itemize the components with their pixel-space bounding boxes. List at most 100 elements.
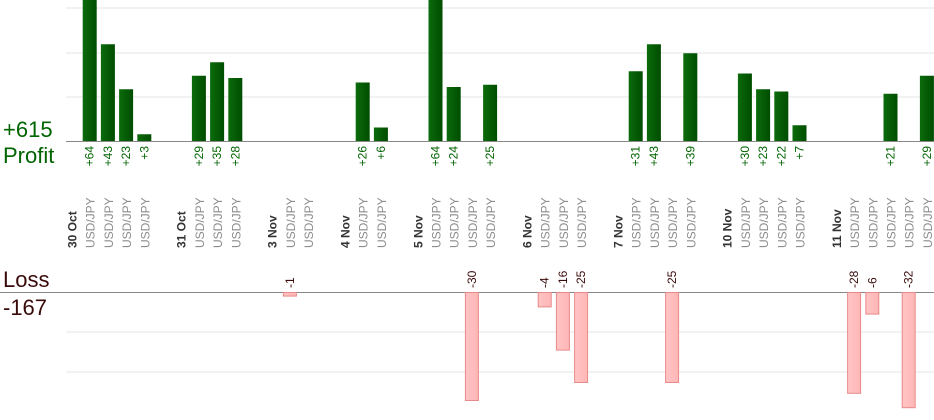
loss-bar: [282, 292, 297, 297]
profit-value-label: +64: [429, 146, 443, 167]
loss-value-label: -1: [283, 277, 297, 288]
profit-value-label: +23: [756, 146, 770, 167]
profit-value-label: +3: [137, 146, 151, 160]
symbol-label: USD/JPY: [757, 197, 771, 248]
loss-bar: [665, 292, 680, 383]
loss-total: -167: [3, 295, 48, 320]
profit-value-label: +26: [356, 146, 370, 167]
profit-bar: [792, 125, 807, 141]
symbol-label: USD/JPY: [794, 197, 808, 248]
symbol-label: USD/JPY: [648, 197, 662, 248]
profit-bar: [737, 73, 752, 141]
profit-bar: [883, 93, 898, 141]
loss-bar: [865, 292, 880, 315]
profit-bar: [483, 84, 498, 141]
profit-bar: [919, 75, 934, 141]
profit-label: Profit: [3, 143, 55, 168]
profit-bar: [446, 87, 461, 141]
profit-bar: [82, 0, 97, 141]
loss-value-label: -4: [538, 277, 552, 288]
date-label: 6 Nov: [521, 215, 535, 248]
profit-value-label: +21: [884, 146, 898, 167]
symbol-label: USD/JPY: [302, 197, 316, 248]
date-label: 30 Oct: [66, 211, 80, 248]
date-label: 31 Oct: [175, 211, 189, 248]
profit-bar: [756, 89, 771, 141]
profit-bar: [191, 75, 206, 141]
symbol-label: USD/JPY: [775, 197, 789, 248]
profit-bar: [628, 71, 643, 141]
profit-bar: [210, 62, 225, 141]
profit-bar: [373, 127, 388, 141]
profit-value-label: +28: [228, 146, 242, 167]
symbol-label: USD/JPY: [430, 197, 444, 248]
symbol-label: USD/JPY: [903, 197, 917, 248]
loss-bar: [901, 292, 916, 409]
profit-value-label: +43: [647, 146, 661, 167]
profit-value-label: +30: [738, 146, 752, 167]
symbol-label: USD/JPY: [848, 197, 862, 248]
symbol-label: USD/JPY: [138, 197, 152, 248]
symbol-label: USD/JPY: [375, 197, 389, 248]
loss-value-label: -25: [574, 270, 588, 288]
loss-bar: [537, 292, 552, 308]
loss-value-label: -28: [847, 270, 861, 288]
profit-bar: [774, 91, 789, 141]
loss-bar: [574, 292, 589, 383]
symbol-label: USD/JPY: [575, 197, 589, 248]
loss-bar: [555, 292, 570, 351]
profit-bar: [683, 53, 698, 141]
profit-value-label: +31: [629, 146, 643, 167]
loss-value-label: -30: [465, 270, 479, 288]
symbol-label: USD/JPY: [211, 197, 225, 248]
profit-value-label: +7: [793, 146, 807, 160]
symbol-label: USD/JPY: [666, 197, 680, 248]
profit-value-label: +22: [774, 146, 788, 167]
date-label: 7 Nov: [612, 215, 626, 248]
date-label: 11 Nov: [830, 209, 844, 248]
symbol-label: USD/JPY: [193, 197, 207, 248]
profit-total: +615: [3, 117, 53, 142]
loss-bar: [847, 292, 862, 394]
profit-value-label: +23: [119, 146, 133, 167]
symbol-label: USD/JPY: [229, 197, 243, 248]
date-label: 10 Nov: [721, 208, 735, 248]
profit-value-label: +25: [483, 146, 497, 167]
symbol-label: USD/JPY: [630, 197, 644, 248]
profit-value-label: +29: [192, 146, 206, 167]
profit-bar: [100, 44, 115, 141]
profit-bar: [428, 0, 443, 141]
symbol-label: USD/JPY: [357, 197, 371, 248]
profit-value-label: +35: [210, 146, 224, 167]
symbol-label: USD/JPY: [885, 197, 899, 248]
profit-bar: [355, 82, 370, 141]
loss-value-label: -25: [665, 270, 679, 288]
date-label: 3 Nov: [266, 215, 280, 248]
profit-value-label: +64: [83, 146, 97, 167]
profit-bar: [119, 89, 134, 141]
symbol-label: USD/JPY: [466, 197, 480, 248]
symbol-label: USD/JPY: [84, 197, 98, 248]
symbol-label: USD/JPY: [484, 197, 498, 248]
symbol-label: USD/JPY: [120, 197, 134, 248]
profit-value-label: +6: [374, 146, 388, 160]
symbol-label: USD/JPY: [739, 197, 753, 248]
loss-value-label: -16: [556, 270, 570, 288]
profit-value-label: +39: [683, 146, 697, 167]
symbol-label: USD/JPY: [921, 197, 934, 248]
profit-value-label: +29: [920, 146, 934, 167]
symbol-label: USD/JPY: [539, 197, 553, 248]
profit-value-label: +43: [101, 146, 115, 167]
profit-value-label: +24: [447, 146, 461, 167]
date-label: 4 Nov: [339, 215, 353, 248]
date-label: 5 Nov: [411, 215, 425, 248]
symbol-label: USD/JPY: [557, 197, 571, 248]
symbol-label: USD/JPY: [866, 197, 880, 248]
profit-bar: [646, 44, 661, 141]
symbol-label: USD/JPY: [284, 197, 298, 248]
symbol-label: USD/JPY: [684, 197, 698, 248]
loss-bar: [464, 292, 479, 401]
loss-value-label: -32: [902, 270, 916, 288]
symbol-label: USD/JPY: [102, 197, 116, 248]
symbol-label: USD/JPY: [448, 197, 462, 248]
